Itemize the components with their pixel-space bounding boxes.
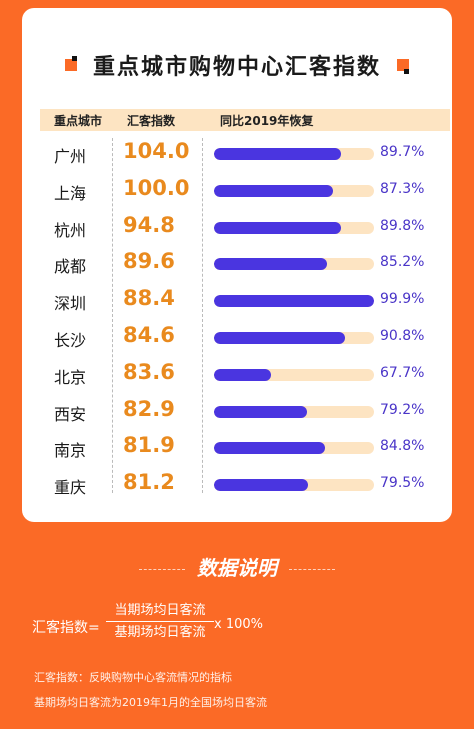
recovery-bar-track: [214, 148, 374, 160]
recovery-label: 90.8%: [380, 328, 425, 344]
column-divider-1: [112, 138, 113, 493]
table-header: 重点城市 汇客指数 同比2019年恢复: [40, 109, 450, 131]
header-index: 汇客指数: [127, 114, 176, 128]
index-value: 104.0: [123, 139, 190, 163]
table-row: 广州 104.0 89.7%: [22, 135, 452, 171]
note-base-period: 基期场均日客流为2019年1月的全国场均日客流: [34, 696, 267, 709]
city-label: 南京: [54, 441, 87, 461]
recovery-bar-track: [214, 184, 374, 197]
recovery-bar: [214, 258, 327, 271]
table-row: 南京 81.9 84.8%: [22, 429, 452, 465]
city-label: 广州: [54, 147, 87, 166]
title-decoration-left: [64, 56, 77, 71]
title-decoration-right: [397, 59, 409, 74]
city-label: 杭州: [54, 220, 87, 240]
city-label: 重庆: [54, 478, 87, 498]
formula-numerator: 当期场均日客流: [106, 601, 214, 622]
chart-card: 重点城市购物中心汇客指数 重点城市 汇客指数 同比2019年恢复 广州 104.0…: [22, 8, 452, 522]
recovery-label: 79.2%: [380, 401, 425, 418]
recovery-bar: [214, 368, 271, 381]
city-label: 西安: [54, 404, 87, 424]
recovery-bar: [214, 295, 374, 308]
chart-title: 重点城市购物中心汇客指数: [92, 55, 381, 80]
recovery-bar-track: [214, 221, 374, 234]
index-value: 81.2: [123, 470, 175, 495]
recovery-bar-track: [214, 405, 374, 418]
recovery-label: 79.5%: [380, 475, 425, 492]
recovery-label: 67.7%: [380, 364, 425, 381]
recovery-bar: [214, 479, 309, 492]
city-label: 深圳: [54, 294, 87, 314]
recovery-label: 99.9%: [380, 291, 425, 308]
recovery-bar: [214, 148, 342, 160]
recovery-bar-track: [214, 442, 374, 455]
recovery-bar-track: [214, 368, 374, 381]
recovery-label: 85.2%: [380, 254, 425, 271]
index-value: 89.6: [123, 249, 175, 274]
table-row: 北京 83.6 67.7%: [22, 356, 452, 392]
recovery-bar: [214, 405, 308, 418]
formula-fraction: 当期场均日客流 基期场均日客流: [106, 601, 214, 643]
recovery-label: 89.7%: [380, 144, 425, 160]
title-row: 重点城市购物中心汇客指数: [22, 48, 452, 82]
note-definition: 汇客指数：反映购物中心客流情况的指标: [34, 671, 232, 684]
index-value: 94.8: [123, 212, 175, 237]
table-row: 深圳 88.4 99.9%: [22, 282, 452, 318]
table-row: 西安 82.9 79.2%: [22, 393, 452, 429]
city-label: 上海: [54, 183, 87, 203]
city-label: 成都: [54, 257, 87, 277]
recovery-label: 87.3%: [380, 180, 425, 197]
recovery-bar: [214, 332, 345, 344]
index-value: 100.0: [123, 175, 190, 200]
index-value: 84.6: [123, 323, 175, 347]
column-divider-2: [202, 138, 203, 493]
city-label: 北京: [54, 367, 87, 387]
table-row: 长沙 84.6 90.8%: [22, 319, 452, 355]
index-value: 88.4: [123, 286, 175, 311]
table-row: 重庆 81.2 79.5%: [22, 466, 452, 502]
header-city: 重点城市: [54, 114, 103, 128]
recovery-label: 84.8%: [380, 438, 425, 455]
table-row: 成都 89.6 85.2%: [22, 245, 452, 281]
table-row: 上海 100.0 87.3%: [22, 172, 452, 208]
formula-denominator: 基期场均日客流: [114, 625, 206, 640]
table-row: 杭州 94.8 89.8%: [22, 209, 452, 245]
recovery-bar: [214, 221, 342, 234]
city-label: 长沙: [54, 331, 87, 350]
formula-multiplier: x 100%: [214, 617, 263, 632]
recovery-bar-track: [214, 479, 374, 492]
explanation-title: 数据说明: [0, 552, 474, 581]
index-value: 83.6: [123, 359, 175, 384]
header-recovery: 同比2019年恢复: [220, 114, 314, 128]
recovery-bar-track: [214, 332, 374, 344]
recovery-label: 89.8%: [380, 217, 425, 234]
recovery-bar: [214, 442, 326, 455]
recovery-bar-track: [214, 258, 374, 271]
index-value: 82.9: [123, 396, 175, 421]
index-value: 81.9: [123, 433, 175, 458]
formula-label: 汇客指数=: [32, 620, 100, 636]
recovery-bar: [214, 184, 334, 197]
recovery-bar-track: [214, 295, 374, 308]
